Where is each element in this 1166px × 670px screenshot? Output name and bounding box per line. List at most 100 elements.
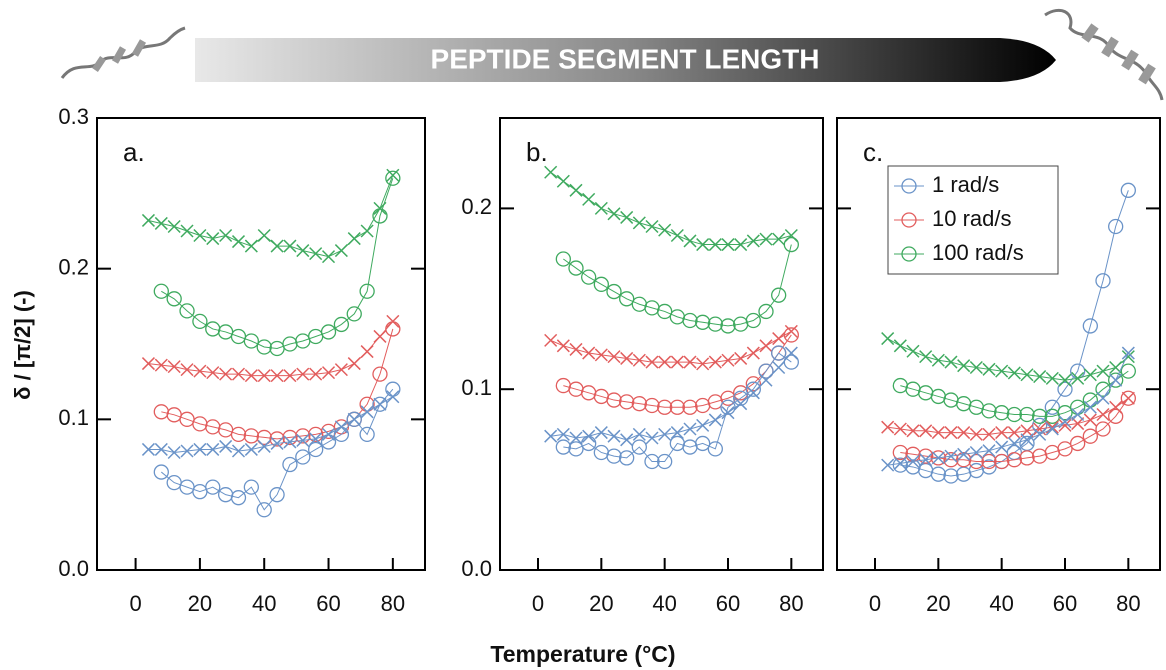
data-point bbox=[321, 250, 336, 264]
y-tick-label: 0.3 bbox=[58, 104, 89, 129]
data-point bbox=[772, 332, 786, 346]
data-point bbox=[569, 431, 583, 445]
data-point bbox=[1120, 182, 1136, 198]
panel-label: c. bbox=[863, 137, 883, 167]
x-tick-label: 60 bbox=[1053, 591, 1077, 616]
data-point bbox=[257, 369, 271, 383]
x-axis-label: Temperature (°C) bbox=[490, 641, 675, 667]
data-point bbox=[1108, 218, 1124, 235]
series-line bbox=[563, 334, 792, 408]
data-point bbox=[1095, 273, 1111, 289]
data-point bbox=[1108, 408, 1124, 424]
data-point bbox=[759, 339, 773, 353]
data-point bbox=[982, 444, 996, 458]
data-point bbox=[956, 452, 972, 468]
data-point bbox=[230, 426, 247, 443]
data-point bbox=[334, 420, 348, 434]
y-tick-label: 0.1 bbox=[58, 405, 89, 430]
y-tick-label: 0.1 bbox=[461, 375, 492, 400]
data-point bbox=[734, 397, 748, 411]
y-tick-label: 0.0 bbox=[58, 556, 89, 581]
data-point bbox=[1044, 399, 1060, 415]
data-point bbox=[708, 355, 722, 369]
data-point bbox=[1007, 426, 1021, 440]
legend-label: 10 rad/s bbox=[932, 206, 1012, 231]
data-point bbox=[892, 444, 908, 461]
banner-text: PEPTIDE SEGMENT LENGTH bbox=[431, 43, 820, 74]
data-point bbox=[995, 440, 1009, 454]
data-point bbox=[930, 466, 946, 482]
data-point bbox=[231, 367, 246, 381]
data-point bbox=[995, 426, 1009, 440]
data-point bbox=[906, 454, 920, 469]
data-point bbox=[1109, 400, 1123, 414]
data-point bbox=[606, 283, 622, 300]
data-point bbox=[1095, 421, 1111, 437]
data-point bbox=[982, 362, 996, 376]
data-point bbox=[695, 314, 711, 330]
data-point bbox=[995, 364, 1009, 378]
data-point bbox=[206, 442, 220, 456]
data-point bbox=[901, 212, 917, 228]
data-point bbox=[957, 359, 971, 373]
data-point bbox=[230, 490, 247, 506]
data-point bbox=[771, 287, 787, 303]
x-tick-label: 60 bbox=[716, 591, 740, 616]
data-point bbox=[957, 447, 971, 461]
data-point bbox=[1083, 400, 1097, 414]
data-point bbox=[1096, 364, 1110, 378]
data-point bbox=[931, 426, 945, 440]
data-point bbox=[333, 316, 350, 333]
data-point bbox=[555, 439, 571, 455]
data-point bbox=[1020, 368, 1034, 382]
data-point bbox=[320, 324, 337, 340]
data-point bbox=[670, 228, 684, 243]
data-point bbox=[544, 429, 558, 443]
data-point bbox=[968, 453, 984, 470]
data-point bbox=[556, 174, 570, 188]
data-point bbox=[632, 353, 646, 367]
data-point bbox=[372, 366, 388, 382]
data-point bbox=[1007, 366, 1021, 380]
data-point bbox=[256, 502, 272, 518]
data-point bbox=[881, 332, 895, 346]
panel: 0 20 40 60 80 c. 1 rad/s 10 rad/s 100 rad/s bbox=[836, 117, 1161, 616]
data-point bbox=[1121, 391, 1135, 405]
data-point bbox=[619, 394, 635, 410]
plot-frame bbox=[499, 117, 824, 571]
data-point bbox=[1121, 346, 1135, 360]
data-point bbox=[219, 439, 233, 453]
data-point bbox=[893, 456, 907, 470]
y-axis-label: δ / [π/2] (-) bbox=[10, 290, 35, 400]
data-point bbox=[957, 426, 971, 440]
data-point bbox=[346, 306, 362, 322]
data-point bbox=[620, 210, 634, 224]
data-point bbox=[606, 448, 622, 464]
data-point bbox=[581, 269, 597, 285]
data-point bbox=[657, 453, 673, 470]
data-point bbox=[1071, 371, 1085, 385]
data-point bbox=[708, 238, 722, 252]
data-point bbox=[556, 339, 570, 353]
data-point bbox=[244, 442, 258, 456]
series-line bbox=[563, 244, 792, 327]
data-point bbox=[206, 232, 220, 246]
series-line bbox=[550, 171, 792, 246]
x-tick-label: 60 bbox=[316, 591, 340, 616]
series-line bbox=[148, 321, 394, 377]
data-point bbox=[707, 316, 723, 332]
data-point bbox=[385, 170, 401, 186]
data-point bbox=[892, 457, 908, 473]
data-point bbox=[582, 346, 596, 360]
data-point bbox=[906, 344, 920, 358]
data-point bbox=[982, 427, 996, 441]
banner-arrow bbox=[195, 38, 1056, 82]
data-point bbox=[893, 422, 907, 436]
data-point bbox=[243, 479, 260, 495]
data-point bbox=[969, 360, 983, 375]
series-line bbox=[563, 352, 792, 463]
data-point bbox=[1109, 373, 1123, 387]
x-tick-label: 0 bbox=[532, 591, 544, 616]
plot-frame bbox=[96, 117, 426, 571]
data-point bbox=[645, 355, 659, 369]
